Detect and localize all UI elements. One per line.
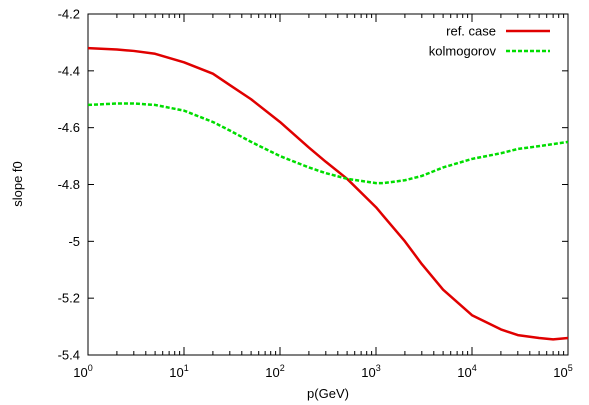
legend: ref. case kolmogorov (429, 24, 550, 59)
x-tick-base: 10 (265, 365, 279, 380)
x-tick-base: 10 (169, 365, 183, 380)
x-tick-label: 104 (457, 363, 476, 380)
y-tick-label: -4.4 (58, 63, 80, 78)
x-tick-label: 101 (169, 363, 188, 380)
x-tick-exponent: 1 (184, 363, 189, 373)
x-tick-base: 10 (553, 365, 567, 380)
y-tick-label: -4.8 (58, 177, 80, 192)
x-tick-label: 102 (265, 363, 284, 380)
x-tick-label: 105 (553, 363, 572, 380)
x-tick-label: 100 (73, 363, 92, 380)
series-layer (87, 46, 569, 341)
y-tick-label: -5.4 (58, 348, 80, 363)
y-axis-ticks: -4.2 -4.4 -4.6 -4.8 -5 -5.2 -5.4 (58, 7, 568, 363)
y-tick-label: -5 (68, 234, 80, 249)
y-tick-label: -5.2 (58, 291, 80, 306)
x-axis-ticks: 100 101 102 103 104 105 (73, 14, 573, 380)
x-tick-exponent: 3 (376, 363, 381, 373)
x-tick-exponent: 2 (280, 363, 285, 373)
x-axis-label: p(GeV) (307, 386, 349, 401)
x-tick-exponent: 5 (568, 363, 573, 373)
legend-label: kolmogorov (429, 44, 497, 59)
legend-label: ref. case (446, 24, 496, 39)
x-tick-exponent: 4 (472, 363, 477, 373)
y-tick-label: -4.6 (58, 120, 80, 135)
plot-frame (87, 13, 569, 356)
series-line-0 (87, 46, 569, 341)
x-tick-base: 10 (361, 365, 375, 380)
series-line-1 (87, 102, 569, 185)
x-tick-base: 10 (73, 365, 87, 380)
x-tick-exponent: 0 (88, 363, 93, 373)
x-tick-label: 103 (361, 363, 380, 380)
x-tick-base: 10 (457, 365, 471, 380)
y-axis-label: slope f0 (10, 161, 25, 207)
y-tick-label: -4.2 (58, 7, 80, 22)
